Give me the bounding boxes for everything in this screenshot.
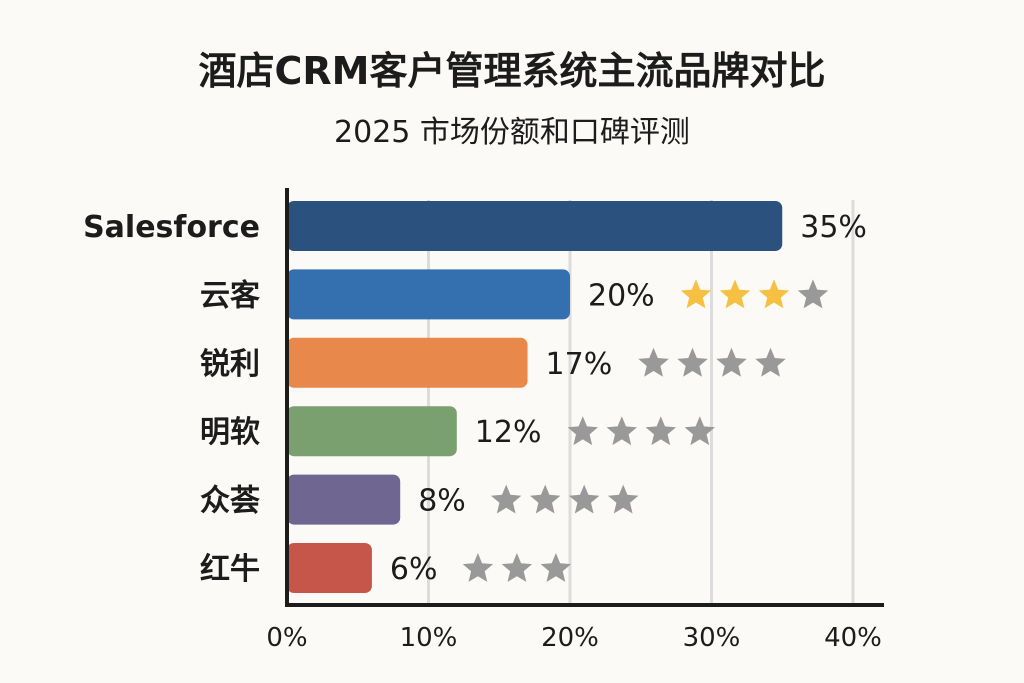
x-tick-label: 0% xyxy=(266,623,307,653)
category-label: Salesforce xyxy=(83,210,260,245)
chart-title: 酒店CRM客户管理系统主流品牌对比 xyxy=(199,49,826,93)
bar xyxy=(287,474,401,525)
category-label: 红牛 xyxy=(200,552,260,587)
rating-star-icon xyxy=(569,484,600,514)
bar xyxy=(287,337,528,388)
rating-star-icon xyxy=(677,347,708,377)
rating-star-icon xyxy=(638,347,669,377)
value-label: 12% xyxy=(475,415,542,450)
rating-star-icon xyxy=(645,416,676,446)
rating-star-icon xyxy=(680,279,712,309)
category-label: 明软 xyxy=(200,415,260,450)
value-label: 17% xyxy=(546,347,613,382)
x-tick-label: 20% xyxy=(541,623,599,653)
rating-star-icon xyxy=(462,553,494,582)
rating-star-icon xyxy=(716,347,747,377)
category-label: 云客 xyxy=(200,278,260,313)
rating-star-icon xyxy=(540,553,572,582)
rating-star-icon xyxy=(491,484,522,514)
rating-star-icon xyxy=(530,484,561,514)
chart-subtitle: 2025 市场份额和口碑评测 xyxy=(334,115,690,150)
bar xyxy=(287,543,372,593)
bar xyxy=(287,201,783,251)
value-label: 35% xyxy=(800,210,867,245)
category-label: 众荟 xyxy=(200,484,260,519)
rating-star-icon xyxy=(797,279,829,309)
rating-star-icon xyxy=(684,416,715,446)
rating-star-icon xyxy=(758,279,790,309)
rating-star-icon xyxy=(608,484,639,514)
bar-row: 红牛 6% xyxy=(200,543,572,593)
bar-row: 众荟 8% xyxy=(200,474,639,525)
bar-row: Salesforce 35% xyxy=(83,201,867,251)
rating-star-icon xyxy=(755,347,786,377)
bar xyxy=(287,406,457,457)
value-label: 20% xyxy=(588,278,655,313)
x-tick-label: 40% xyxy=(824,623,882,653)
rating-star-icon xyxy=(501,553,533,582)
bar-row: 云客 20% xyxy=(200,269,829,320)
rating-star-icon xyxy=(719,279,751,309)
rating-star-icon xyxy=(567,416,598,446)
category-label: 锐利 xyxy=(200,347,260,382)
bar xyxy=(287,269,570,320)
x-tick-label: 10% xyxy=(400,623,458,653)
bar-row: 锐利 17% xyxy=(200,337,786,388)
x-tick-label: 30% xyxy=(683,623,741,653)
bar-row: 明软 12% xyxy=(200,406,715,457)
value-label: 6% xyxy=(390,552,438,587)
rating-star-icon xyxy=(606,416,637,446)
value-label: 8% xyxy=(418,484,466,519)
